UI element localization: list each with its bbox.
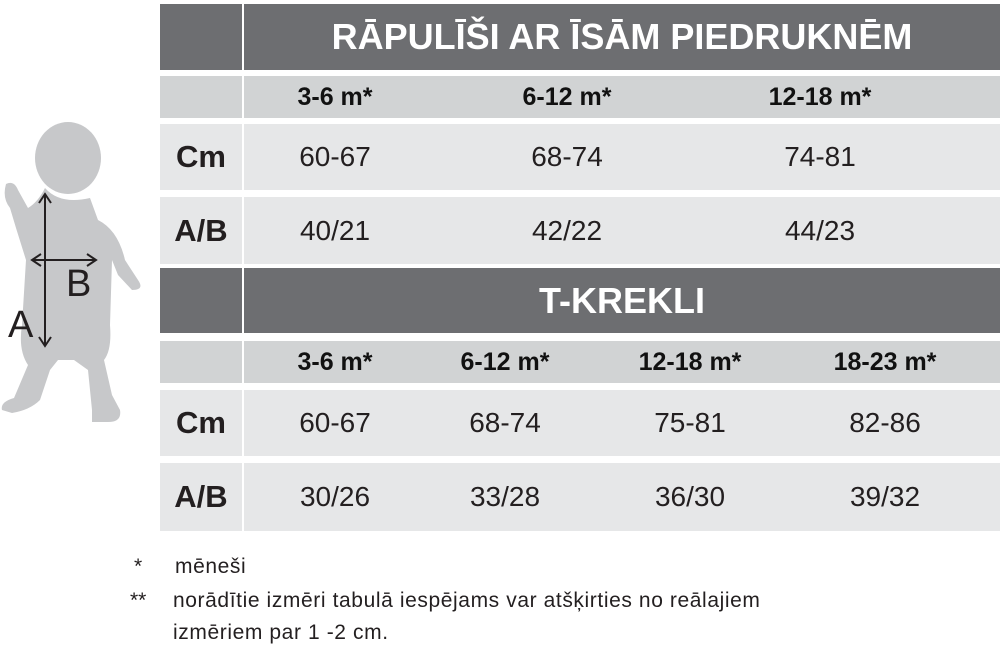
corner-cell: [160, 4, 242, 70]
corner-cell: [160, 341, 242, 383]
row-bg: [244, 463, 1000, 531]
size-value: 68-74: [531, 141, 603, 172]
figure-label: B: [66, 263, 91, 305]
size-value: 60-67: [299, 141, 371, 172]
corner-cell: [160, 268, 242, 333]
size-value: 36/30: [654, 481, 726, 512]
corner-cell: [160, 76, 242, 118]
column-header: 12-18 m*: [638, 347, 742, 376]
column-header: 6-12 m*: [460, 347, 550, 376]
table-title: T-KREKLI: [244, 268, 1000, 333]
size-value: 82-86: [849, 407, 921, 438]
header-row-bg: [244, 341, 1000, 383]
figure-label: A: [8, 304, 34, 346]
column-header: 3-6 m*: [297, 82, 373, 111]
size-value: 42/22: [531, 214, 603, 246]
footnote-marker: *: [134, 555, 143, 578]
size-value: 75-81: [654, 407, 726, 438]
footnote-text: norādītie izmēri tabulā iespējams var at…: [173, 589, 761, 612]
column-header: 6-12 m*: [522, 82, 612, 111]
footnote-text: mēneši: [175, 555, 247, 578]
footnote-text: izmēriem par 1 -2 cm.: [173, 621, 389, 644]
row-label: A/B: [160, 197, 242, 264]
header-row-bg: [244, 76, 1000, 118]
footnote-marker: **: [130, 589, 147, 612]
table-title: RĀPULĪŠI AR ĪSĀM PIEDRUKNĒM: [244, 4, 1000, 70]
baby-figure: A B: [1, 122, 141, 422]
row-bg: [244, 390, 1000, 456]
row-label: A/B: [160, 463, 242, 531]
size-value: 68-74: [469, 407, 541, 438]
column-header: 12-18 m*: [768, 82, 872, 111]
row-bg: [244, 197, 1000, 264]
size-value: 44/23: [784, 214, 856, 246]
size-value: 39/32: [849, 481, 921, 512]
row-label: Cm: [160, 124, 242, 190]
size-value: 60-67: [299, 407, 371, 438]
row-label: Cm: [160, 390, 242, 456]
size-value: 33/28: [469, 481, 541, 512]
column-header: 3-6 m*: [297, 347, 373, 376]
column-header: 18-23 m*: [833, 347, 937, 376]
row-bg: [244, 124, 1000, 190]
size-value: 74-81: [784, 141, 856, 172]
size-value: 30/26: [299, 481, 371, 512]
size-value: 40/21: [299, 214, 371, 246]
